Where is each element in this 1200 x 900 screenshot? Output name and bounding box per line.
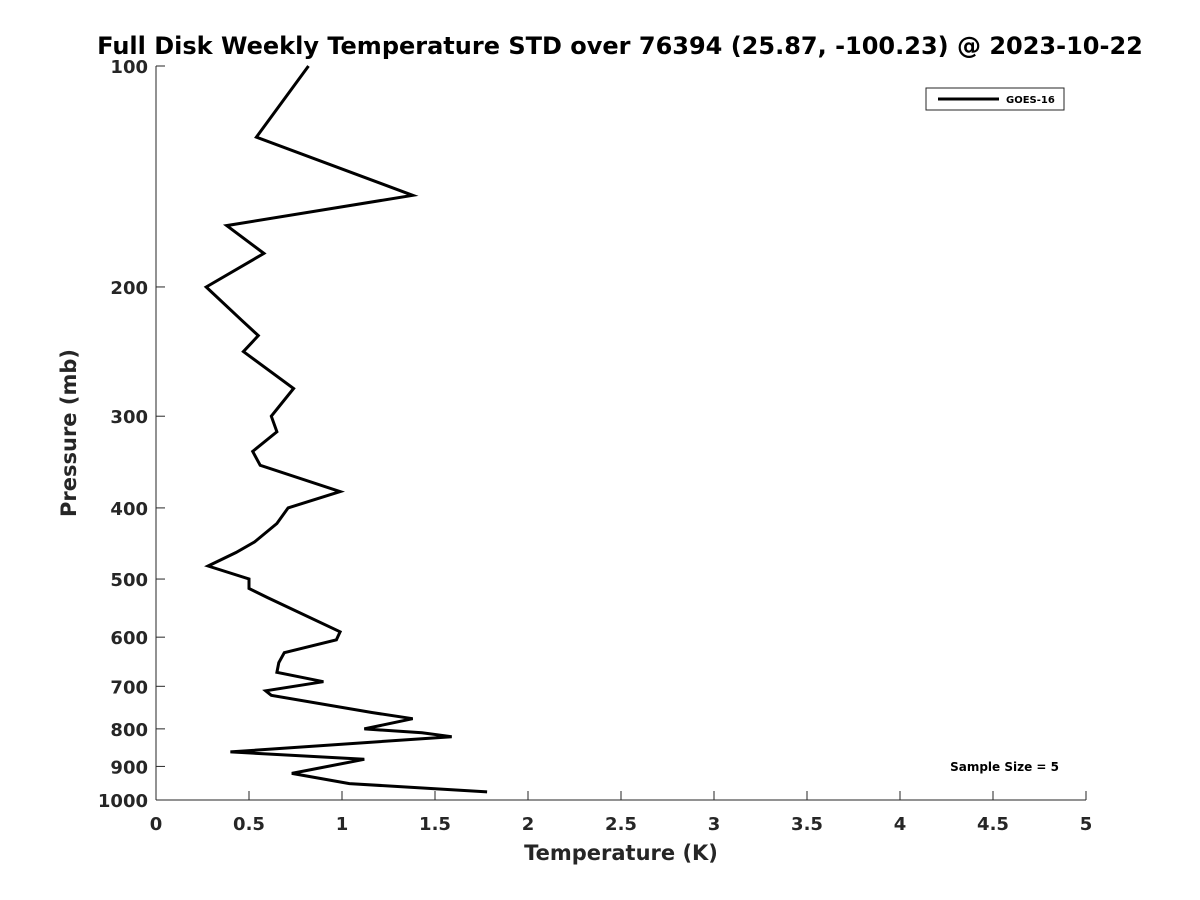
x-tick-label: 3 xyxy=(708,814,721,835)
legend-entry-goes-16: GOES-16 xyxy=(1006,95,1055,106)
y-axis-label: Pressure (mb) xyxy=(57,349,81,517)
y-tick-label: 700 xyxy=(110,677,148,698)
y-tick-label: 300 xyxy=(110,407,148,428)
y-tick-label: 400 xyxy=(110,499,148,520)
series-line-goes-16 xyxy=(203,65,488,794)
x-tick-label: 4 xyxy=(894,814,907,835)
legend: GOES-16 xyxy=(925,87,1065,111)
y-tick-label: 200 xyxy=(110,278,148,299)
y-tick-label: 500 xyxy=(110,570,148,591)
x-tick-label: 5 xyxy=(1080,814,1093,835)
x-tick-label: 1.5 xyxy=(419,814,451,835)
chart-title: Full Disk Weekly Temperature STD over 76… xyxy=(97,32,1143,60)
x-tick-label: 3.5 xyxy=(791,814,823,835)
x-tick-label: 0.5 xyxy=(233,814,265,835)
x-ticks: 0 0.5 1 1.5 2 2.5 3 3.5 4 4.5 5 xyxy=(150,791,1093,835)
x-tick-label: 1 xyxy=(336,814,349,835)
plot-area: 0 0.5 1 1.5 2 2.5 3 3.5 4 4.5 5 100 200 300 400 500 600… xyxy=(98,57,1092,835)
x-tick-label: 2 xyxy=(522,814,535,835)
y-tick-label: 1000 xyxy=(98,791,148,812)
y-tick-label: 900 xyxy=(110,757,148,778)
y-ticks: 100 200 300 400 500 600 700 800 900 1000 xyxy=(98,57,165,812)
x-axis-label: Temperature (K) xyxy=(524,841,718,865)
sample-size-annotation: Sample Size = 5 xyxy=(950,760,1059,774)
y-tick-label: 800 xyxy=(110,720,148,741)
y-tick-label: 100 xyxy=(110,57,148,78)
x-tick-label: 4.5 xyxy=(977,814,1009,835)
series-group xyxy=(203,65,488,794)
y-tick-label: 600 xyxy=(110,628,148,649)
x-tick-label: 2.5 xyxy=(605,814,637,835)
x-tick-label: 0 xyxy=(150,814,163,835)
